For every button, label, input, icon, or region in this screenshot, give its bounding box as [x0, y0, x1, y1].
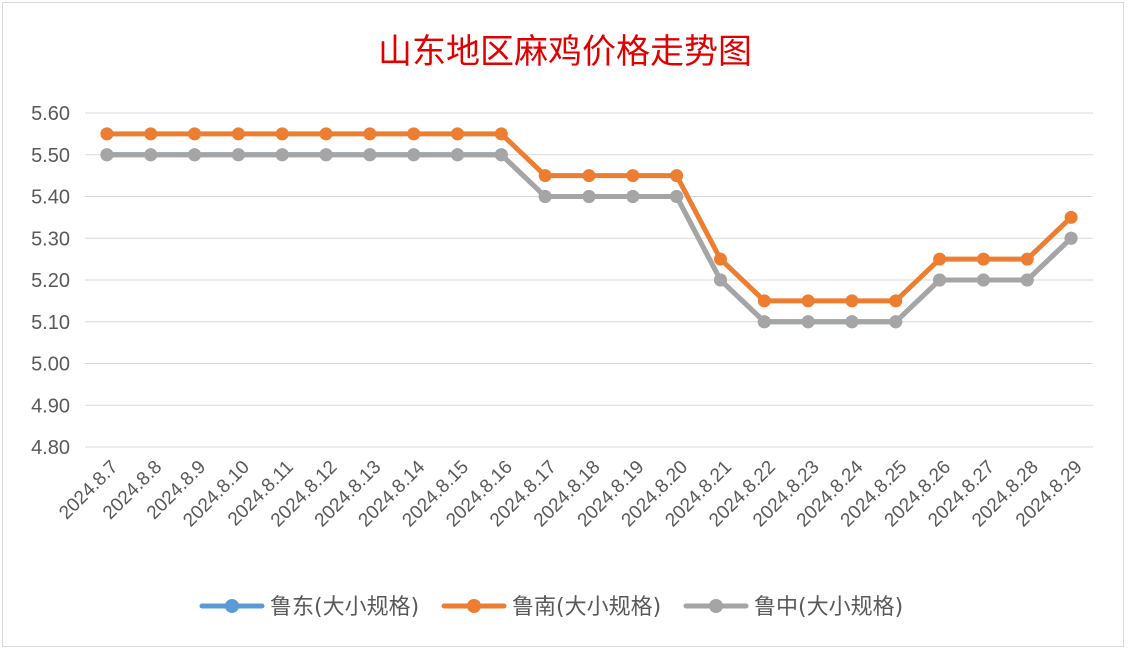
legend-label: 鲁南(大小规格): [512, 595, 661, 620]
y-tick-label: 5.20: [31, 270, 70, 292]
data-point: [889, 315, 903, 329]
data-point: [626, 190, 640, 203]
y-tick-label: 4.80: [31, 437, 70, 459]
data-point: [494, 127, 508, 141]
chart-title: 山东地区麻鸡价格走势图: [378, 32, 752, 72]
data-point: [538, 190, 552, 203]
y-tick-label: 5.10: [31, 312, 70, 334]
data-point: [757, 315, 771, 329]
y-tick-label: 5.40: [31, 187, 70, 209]
legend-marker: [225, 599, 239, 613]
legend-item: 鲁南(大小规格): [441, 595, 661, 620]
data-point: [670, 169, 684, 183]
y-axis: 5.60 5.50 5.40 5.30 5.20 5.10 5.00 4.90 4.80: [31, 103, 70, 459]
data-point: [1064, 210, 1078, 224]
data-point: [188, 148, 202, 162]
data-point: [889, 294, 903, 308]
data-point: [451, 127, 465, 141]
data-point: [801, 315, 815, 329]
y-tick-label: 4.90: [31, 395, 70, 417]
series-1: [100, 127, 1078, 308]
data-point: [144, 148, 158, 162]
y-tick-label: 5.50: [31, 145, 70, 167]
data-point: [801, 294, 815, 308]
legend-marker: [709, 599, 723, 613]
data-point: [933, 273, 947, 287]
data-point: [275, 127, 289, 141]
y-tick-label: 5.00: [31, 354, 70, 376]
legend-label: 鲁中(大小规格): [754, 595, 903, 620]
data-point: [670, 190, 684, 203]
data-point: [757, 294, 771, 308]
legend: 鲁东(大小规格) 鲁南(大小规格) 鲁中(大小规格): [199, 595, 903, 620]
data-point: [363, 127, 377, 141]
data-point: [933, 252, 947, 266]
data-point: [231, 127, 245, 141]
data-point: [845, 315, 859, 329]
data-point: [363, 148, 377, 162]
data-point: [188, 127, 202, 141]
data-point: [713, 252, 727, 266]
x-axis: 2024.8.72024.8.82024.8.92024.8.102024.8.…: [55, 456, 1086, 531]
data-point: [144, 127, 158, 141]
data-point: [976, 273, 990, 287]
series-group: [100, 127, 1078, 329]
data-point: [451, 148, 465, 162]
data-point: [494, 148, 508, 162]
data-point: [100, 148, 114, 162]
data-point: [1020, 273, 1034, 287]
data-point: [407, 127, 421, 141]
legend-label: 鲁东(大小规格): [270, 595, 419, 620]
data-point: [319, 148, 333, 162]
y-tick-label: 5.30: [31, 228, 70, 250]
y-tick-label: 5.60: [31, 103, 70, 125]
data-point: [582, 169, 596, 183]
data-point: [407, 148, 421, 162]
series-line: [104, 131, 1074, 304]
data-point: [1064, 231, 1078, 245]
data-point: [582, 190, 596, 203]
data-point: [538, 169, 552, 183]
data-point: [713, 273, 727, 287]
data-point: [319, 127, 333, 141]
data-point: [1020, 252, 1034, 266]
legend-marker: [467, 599, 481, 613]
data-point: [845, 294, 859, 308]
legend-item: 鲁东(大小规格): [199, 595, 419, 620]
data-point: [100, 127, 114, 141]
data-point: [626, 169, 640, 183]
data-point: [275, 148, 289, 162]
data-point: [231, 148, 245, 162]
legend-item: 鲁中(大小规格): [683, 595, 903, 620]
data-point: [976, 252, 990, 266]
series-2: [100, 148, 1078, 329]
